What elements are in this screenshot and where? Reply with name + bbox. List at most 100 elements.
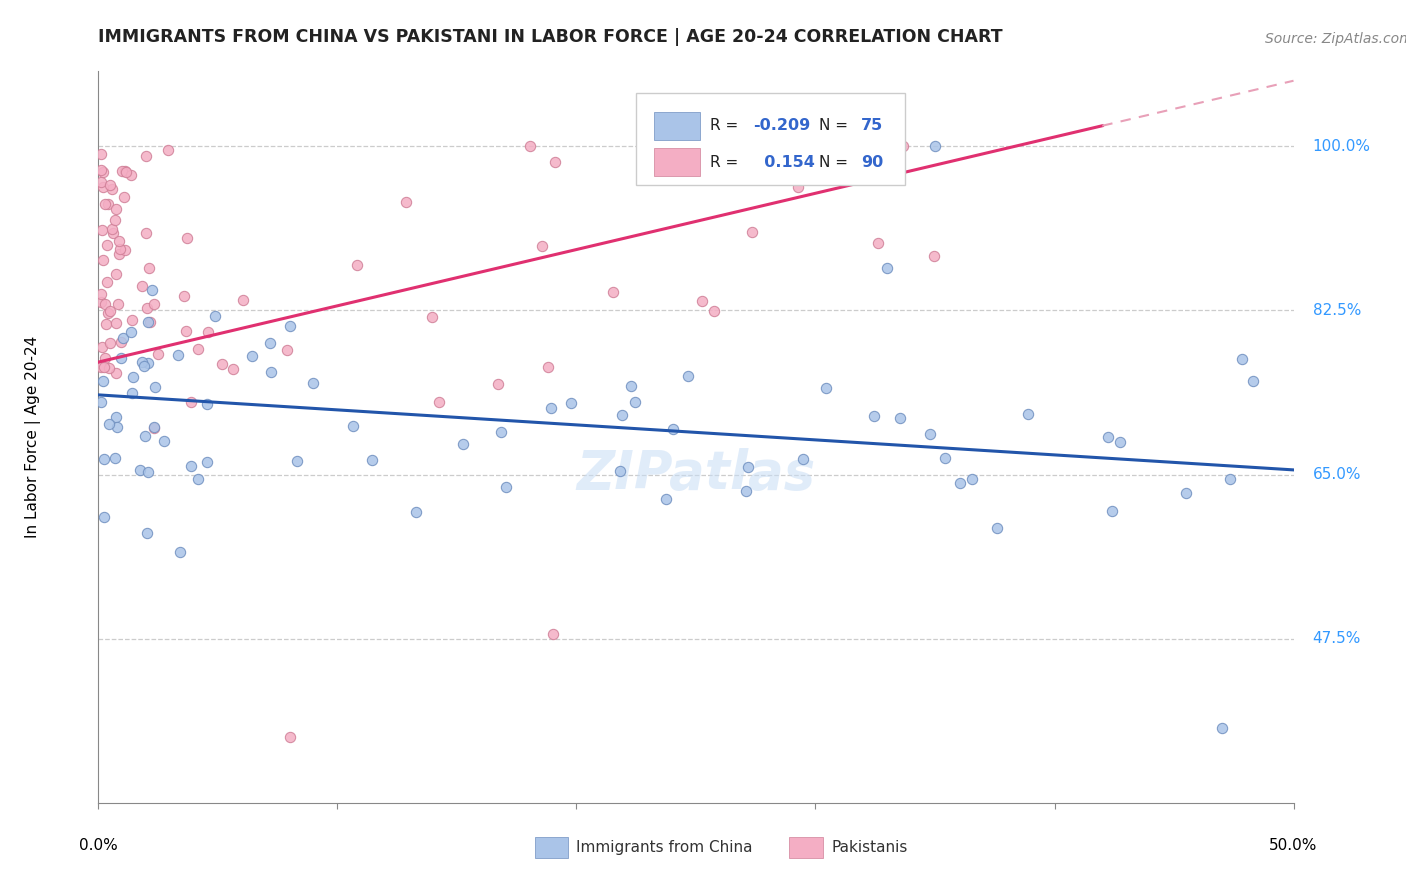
Point [136,315,159,329]
Point [136,356,159,370]
Point [195,454,218,468]
Point [145,380,167,394]
Text: 47.5%: 47.5% [1313,632,1361,646]
Point [489,425,512,439]
Point [91,223,114,237]
Point [495,480,517,494]
Point [1101,504,1123,518]
Text: R =: R = [710,119,744,134]
Point [142,421,165,435]
Bar [534,838,568,858]
Point [342,418,364,433]
Point [195,397,218,411]
Text: 90: 90 [860,154,883,169]
Point [1219,472,1241,486]
Point [197,325,219,339]
Point [96,237,118,252]
Point [90,286,112,301]
Point [112,189,135,203]
Point [818,139,841,153]
Text: N =: N = [820,154,853,169]
Point [107,297,129,311]
Point [104,410,127,425]
Point [863,409,886,424]
Point [187,342,209,356]
Point [211,358,233,372]
Point [104,451,127,466]
Point [285,454,308,468]
Point [111,331,134,345]
Point [420,310,443,325]
Point [889,411,911,425]
Point [395,194,418,209]
Point [135,227,157,241]
Point [136,301,159,315]
Point [204,309,226,323]
Text: ZIPatlas: ZIPatlas [576,448,815,500]
Point [135,525,157,540]
Point [259,336,281,351]
Point [180,458,202,473]
Text: In Labor Force | Age 20-24: In Labor Force | Age 20-24 [25,336,41,538]
Point [139,315,162,329]
Point [787,179,810,194]
Point [131,355,153,369]
Point [91,253,114,268]
Point [135,149,157,163]
Point [156,143,179,157]
Point [120,169,142,183]
Point [141,284,163,298]
Point [174,324,197,338]
Point [128,463,150,477]
Point [93,164,115,178]
Point [986,521,1008,535]
Point [105,366,128,380]
Point [544,154,567,169]
Point [107,246,129,260]
Point [835,139,858,153]
Point [949,476,972,491]
Point [1097,430,1119,444]
Point [427,395,450,409]
Point [276,343,298,358]
Point [918,426,941,441]
Point [90,146,112,161]
Point [131,278,153,293]
Point [1175,486,1198,500]
Text: R =: R = [710,154,744,169]
Point [91,374,114,388]
Point [1211,721,1233,735]
Point [104,267,127,281]
Text: Pakistanis: Pakistanis [831,840,907,855]
Point [93,451,115,466]
Point [540,401,562,415]
Point [222,362,245,376]
Point [1108,435,1130,450]
Point [104,202,127,216]
Point [609,464,631,478]
Point [531,239,554,253]
Point [90,360,112,375]
Bar [654,148,700,176]
Point [96,306,118,320]
Point [114,164,136,178]
Point [146,347,169,361]
Point [134,428,156,442]
Point [620,378,643,392]
Point [110,351,132,366]
Point [873,143,896,157]
Point [361,453,384,467]
Point [104,213,127,227]
Point [169,544,191,558]
Point [90,162,112,177]
Point [560,396,582,410]
Point [111,164,134,178]
Point [876,261,898,276]
Point [97,417,120,431]
Point [132,359,155,373]
Point [94,296,117,310]
Point [138,260,160,275]
Point [120,325,142,339]
Text: IMMIGRANTS FROM CHINA VS PAKISTANI IN LABOR FORCE | AGE 20-24 CORRELATION CHART: IMMIGRANTS FROM CHINA VS PAKISTANI IN LA… [98,28,1002,45]
Point [98,361,121,376]
